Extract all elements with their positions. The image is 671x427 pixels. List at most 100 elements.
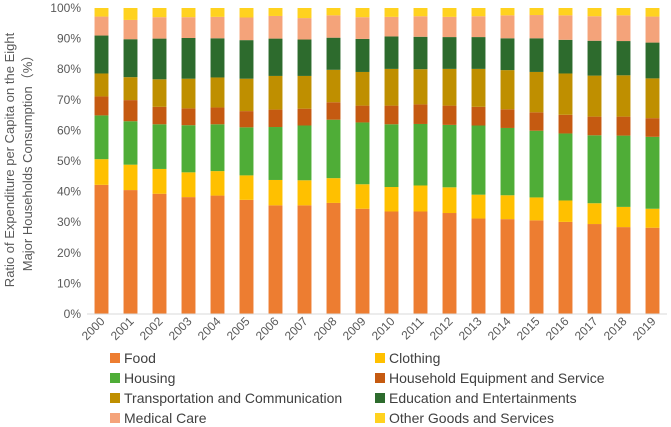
bar-transportation-and-communication-2009 [355,71,370,106]
bar-food-2003 [181,197,196,314]
y-tick-label: 50% [57,154,81,168]
bar-transportation-and-communication-2018 [616,75,631,117]
bar-medical-care-2017 [587,16,602,41]
bar-education-and-entertainments-2016 [558,39,573,74]
legend-label-medical-care: Medical Care [124,410,207,426]
bar-medical-care-2007 [297,18,312,40]
x-tick-label: 2019 [630,314,659,343]
x-tick-label: 2005 [224,314,253,343]
bar-food-2006 [268,205,283,314]
bar-education-and-entertainments-2008 [326,37,341,70]
bar-household-equipment-and-service-2000 [94,96,109,116]
bar-housing-2014 [500,127,515,196]
bar-medical-care-2015 [529,15,544,39]
bar-clothing-2008 [326,178,341,203]
bar-household-equipment-and-service-2016 [558,114,573,134]
y-axis-title-line: Major Households Consumption（%） [20,49,35,272]
bar-clothing-2016 [558,200,573,222]
x-tick-label: 2002 [137,314,166,343]
bar-other-goods-and-services-2005 [239,8,254,18]
bar-other-goods-and-services-2000 [94,8,109,17]
legend-swatch-medical-care [110,413,120,423]
legend-label-housing: Housing [124,370,175,386]
bar-education-and-entertainments-2000 [94,35,109,74]
legend-swatch-clothing [375,353,385,363]
legend-swatch-housing [110,373,120,383]
bars [94,8,660,314]
bar-housing-2016 [558,133,573,201]
bar-housing-2008 [326,119,341,179]
bar-food-2001 [123,190,138,314]
legend-label-food: Food [124,350,156,366]
bar-education-and-entertainments-2015 [529,38,544,72]
bar-clothing-2006 [268,179,283,206]
bar-transportation-and-communication-2003 [181,78,196,109]
bar-other-goods-and-services-2017 [587,8,602,17]
bar-food-2016 [558,221,573,314]
bar-food-2014 [500,219,515,314]
bar-medical-care-2018 [616,15,631,42]
bar-food-2000 [94,184,109,314]
bar-food-2010 [384,211,399,314]
bar-transportation-and-communication-2006 [268,75,283,110]
bar-household-equipment-and-service-2010 [384,105,399,125]
bar-food-2018 [616,227,631,314]
legend-label-clothing: Clothing [389,350,440,366]
bar-household-equipment-and-service-2005 [239,111,254,128]
y-tick-label: 40% [57,185,81,199]
legend-swatch-education-and-entertainments [375,393,385,403]
bar-housing-2010 [384,124,399,188]
bar-other-goods-and-services-2016 [558,8,573,16]
y-tick-label: 100% [50,1,81,15]
legend-swatch-other-goods-and-services [375,413,385,423]
bar-medical-care-2010 [384,16,399,37]
bar-other-goods-and-services-2003 [181,8,196,18]
bar-housing-2013 [471,125,486,195]
bar-education-and-entertainments-2004 [210,38,225,78]
bar-household-equipment-and-service-2003 [181,108,196,126]
bar-medical-care-2014 [500,15,515,39]
bar-food-2017 [587,224,602,314]
bar-other-goods-and-services-2019 [645,8,660,17]
bar-housing-2005 [239,127,254,176]
bar-education-and-entertainments-2011 [413,36,428,70]
bar-other-goods-and-services-2011 [413,8,428,17]
bar-housing-2006 [268,127,283,180]
y-tick-label: 20% [57,246,81,260]
bar-education-and-entertainments-2003 [181,37,196,79]
bar-clothing-2014 [500,195,515,220]
legend-label-household-equipment-and-service: Household Equipment and Service [389,370,605,386]
bar-clothing-2003 [181,172,196,198]
x-tick-label: 2010 [369,314,398,343]
bar-medical-care-2005 [239,17,254,41]
bar-household-equipment-and-service-2019 [645,118,660,137]
y-tick-label: 30% [57,215,81,229]
x-tick-label: 2004 [195,314,224,343]
bar-other-goods-and-services-2004 [210,8,225,17]
bar-other-goods-and-services-2012 [442,8,457,17]
bar-housing-2002 [152,124,167,169]
bar-clothing-2017 [587,203,602,225]
bar-education-and-entertainments-2002 [152,38,167,80]
bar-transportation-and-communication-2004 [210,77,225,108]
bar-transportation-and-communication-2012 [442,68,457,106]
bar-housing-2011 [413,123,428,186]
y-axis-ticks: 0% 10% 20% 30% 40% 50% 60% 70% 80% 90% 100% [50,1,81,321]
x-tick-label: 2018 [601,314,630,343]
bar-housing-2007 [297,125,312,181]
bar-clothing-2002 [152,168,167,194]
bar-education-and-entertainments-2019 [645,42,660,79]
bar-medical-care-2013 [471,16,486,38]
bar-household-equipment-and-service-2015 [529,112,544,131]
y-axis-title: Ratio of Expenditure per Capita on the E… [2,32,35,287]
bar-transportation-and-communication-2015 [529,71,544,113]
bar-food-2009 [355,208,370,314]
bar-clothing-2005 [239,175,254,200]
bar-housing-2019 [645,136,660,209]
x-tick-label: 2013 [456,314,485,343]
x-tick-label: 2011 [398,314,426,342]
bar-other-goods-and-services-2009 [355,8,370,18]
bar-education-and-entertainments-2010 [384,36,399,69]
bar-other-goods-and-services-2006 [268,8,283,16]
bar-medical-care-2016 [558,15,573,40]
